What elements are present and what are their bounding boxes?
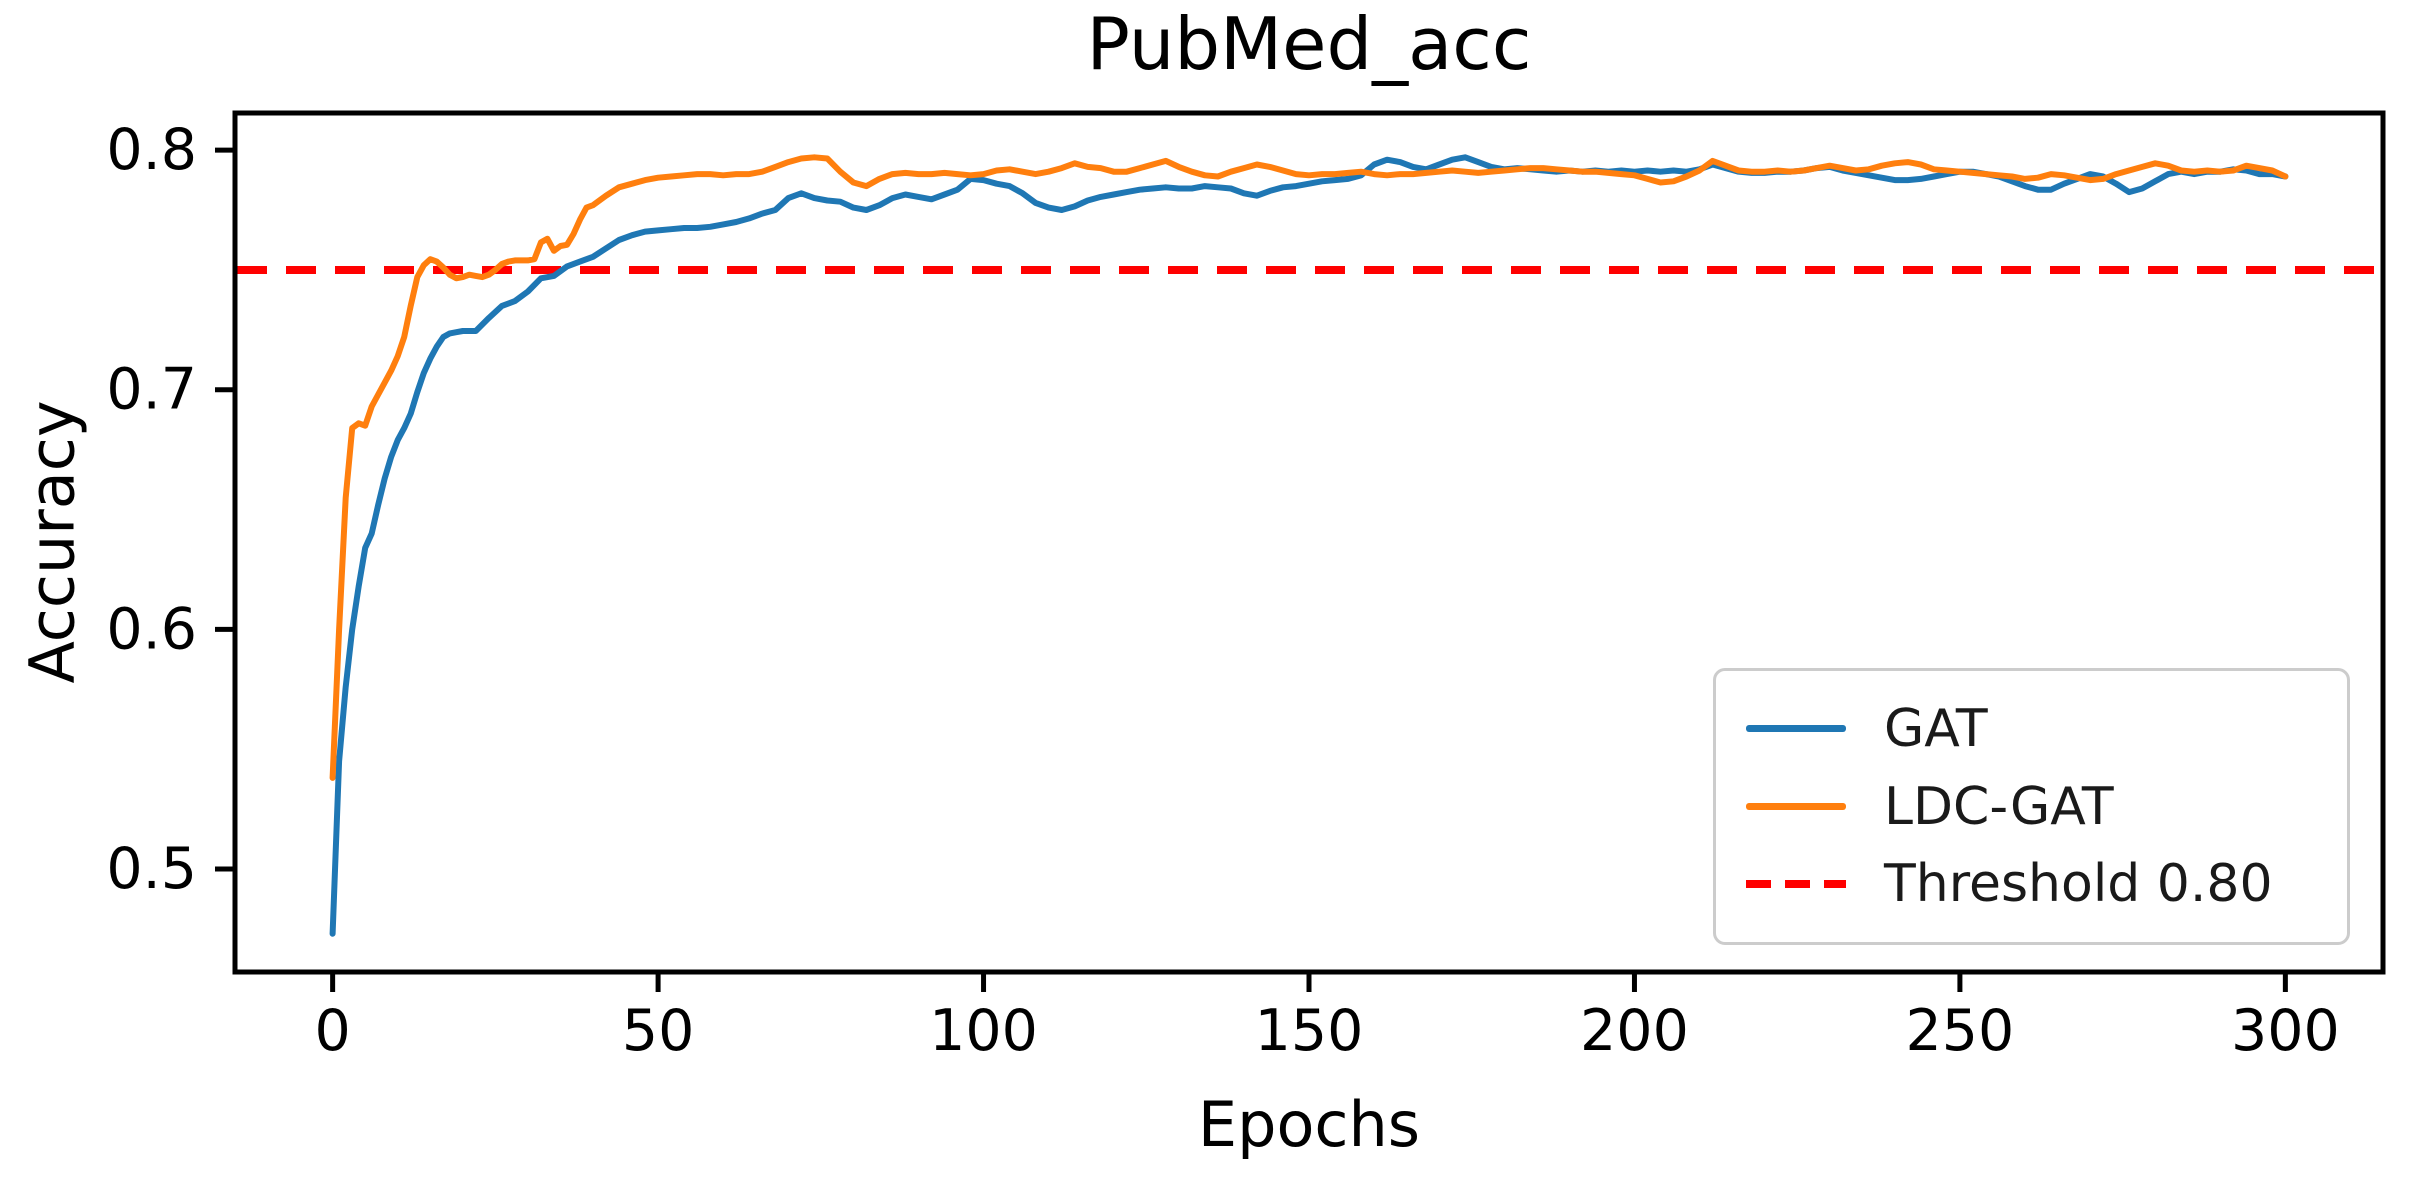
- series-line-gat: [329, 154, 2289, 937]
- legend-item-ldc-gat: LDC-GAT: [1746, 781, 2337, 833]
- x-tick-label: 100: [929, 998, 1038, 1064]
- x-tick-label: 250: [1906, 998, 2015, 1064]
- chart-title: PubMed_acc: [1086, 2, 1532, 86]
- y-tick-label: 0.6: [106, 596, 197, 662]
- x-axis-label: Epochs: [1197, 1088, 1421, 1161]
- axes-frame: [232, 110, 2386, 975]
- legend-line-threshold-icon: [1746, 880, 1846, 889]
- x-tick-label: 300: [2231, 998, 2340, 1064]
- x-tick-label: 0: [315, 998, 351, 1064]
- legend-line-ldc-gat-icon: [1746, 803, 1846, 810]
- legend-label-threshold: Threshold 0.80: [1884, 854, 2273, 915]
- legend-label-gat: GAT: [1884, 698, 1988, 759]
- x-tick-label: 50: [622, 998, 695, 1064]
- x-tick-label: 200: [1580, 998, 1689, 1064]
- y-tick-label: 0.7: [106, 357, 197, 423]
- series-line-ldc-gat: [329, 154, 2289, 781]
- y-tick-label: 0.8: [106, 117, 197, 183]
- legend: GAT LDC-GAT Threshold 0.80: [1713, 668, 2350, 945]
- legend-item-gat: GAT: [1746, 703, 2337, 755]
- x-tick-label: 150: [1255, 998, 1364, 1064]
- legend-item-threshold: Threshold 0.80: [1746, 858, 2337, 910]
- y-tick-label: 0.5: [106, 836, 197, 902]
- legend-label-ldc-gat: LDC-GAT: [1884, 776, 2114, 837]
- legend-line-gat-icon: [1746, 725, 1846, 733]
